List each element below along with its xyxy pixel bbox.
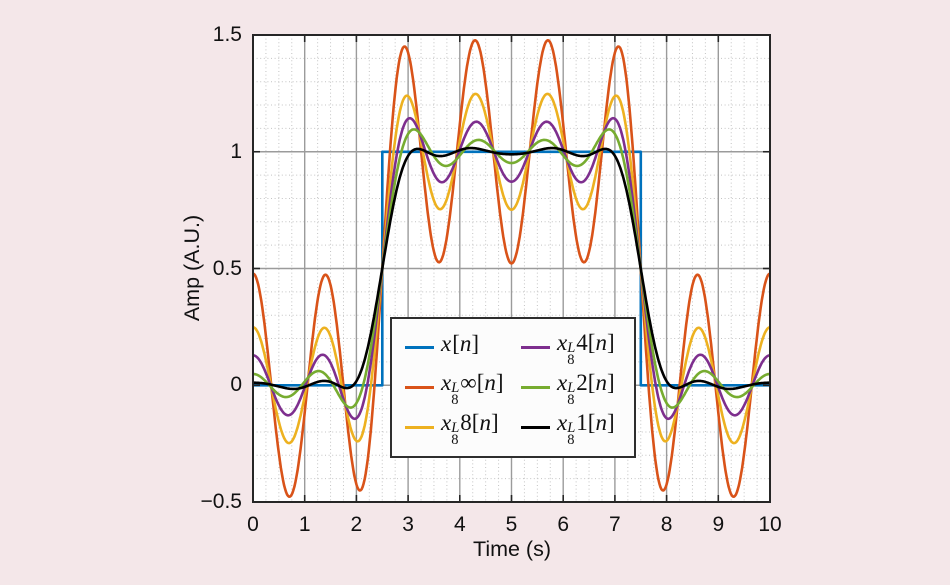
- x-tick-label-5: 5: [505, 513, 518, 536]
- x-tick-label-10: 10: [758, 513, 782, 536]
- legend-swatch-x8L4: [521, 345, 550, 349]
- legend-label-x: x[n]: [441, 330, 480, 356]
- legend-label-x8L1: x L 8 1[n]: [557, 410, 615, 449]
- legend-swatch-x8L2: [521, 385, 550, 389]
- x-tick-label-3: 3: [402, 513, 414, 536]
- y-tick-label-1.5: 1.5: [212, 23, 242, 46]
- legend-swatch-x: [405, 345, 434, 349]
- legend-swatch-x8Linf: [405, 385, 434, 389]
- legend-swatch-x8L1: [521, 426, 550, 430]
- y-tick-label-1: 1: [230, 139, 242, 163]
- legend-item-x8L4: x L 8 4[n]: [521, 329, 630, 368]
- legend-item-x: x[n]: [405, 331, 521, 364]
- x-tick-label-1: 1: [298, 513, 311, 536]
- legend-item-x8L8: x L 8 8[n]: [405, 410, 521, 449]
- legend-swatch-x8L8: [405, 426, 434, 430]
- x-tick-label-9: 9: [712, 513, 725, 536]
- x-tick-label-0: 0: [247, 513, 259, 536]
- x-tick-label-4: 4: [453, 513, 466, 536]
- legend-label-x8L4: x L 8 4[n]: [557, 329, 615, 368]
- series-curves: [253, 38, 770, 499]
- curve-1-approx: [253, 38, 770, 499]
- y-tick-label-0: 0: [230, 373, 242, 397]
- y-axis-label: Amp (A.U.): [180, 214, 204, 322]
- legend-item-x8Linf: x L 8 ∞[n]: [405, 369, 521, 408]
- x-tick-label-6: 6: [557, 513, 570, 536]
- x-tick-label-8: 8: [660, 513, 673, 536]
- curve-4-approx: [253, 128, 770, 409]
- legend-label-x8L8: x L 8 8[n]: [441, 410, 499, 449]
- y-tick-label-0.5: 0.5: [212, 256, 242, 280]
- legend-label-x8Linf: x L 8 ∞[n]: [441, 369, 504, 408]
- axis-ticks: [252, 34, 771, 503]
- curve-0-square: [253, 150, 770, 387]
- curve-5-approx: [253, 146, 770, 391]
- legend-item-x8L2: x L 8 2[n]: [521, 369, 630, 408]
- y-tick-label-−0.5: −0.5: [200, 490, 242, 513]
- x-tick-label-2: 2: [350, 513, 363, 536]
- legend-label-x8L2: x L 8 2[n]: [557, 369, 615, 408]
- legend-item-x8L1: x L 8 1[n]: [521, 410, 630, 449]
- curve-2-approx: [253, 92, 770, 445]
- x-axis-label: Time (s): [472, 537, 552, 561]
- x-tick-label-7: 7: [609, 513, 621, 536]
